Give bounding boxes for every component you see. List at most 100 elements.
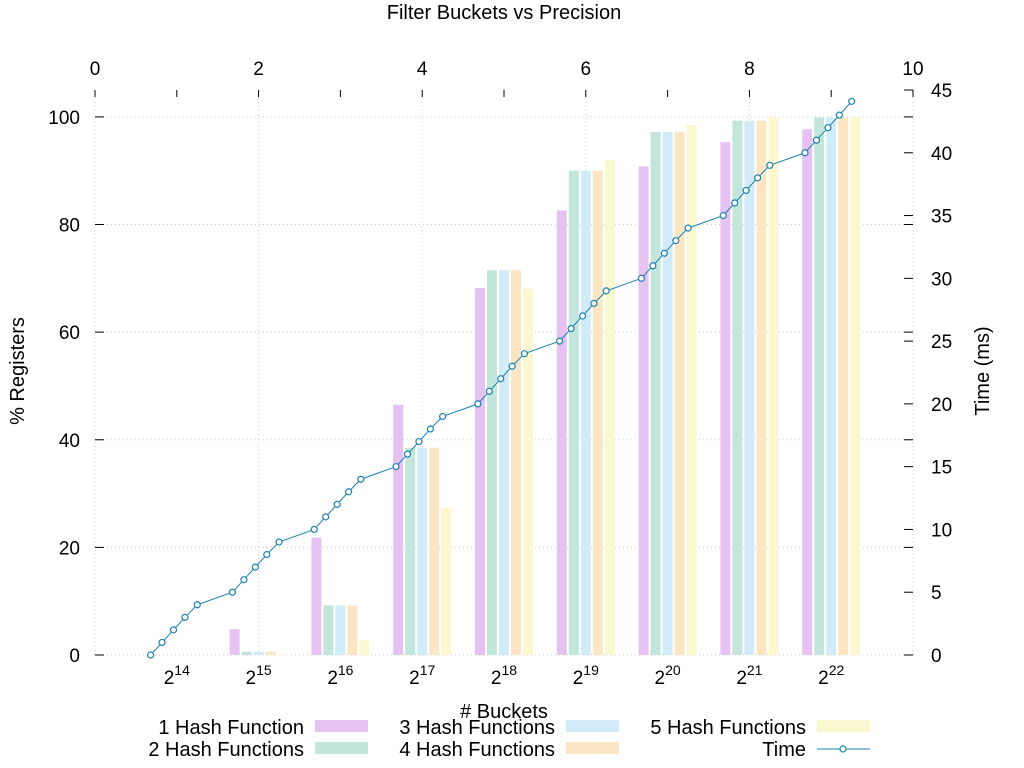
x2-tick-label: 8 <box>744 59 755 80</box>
time-point <box>567 324 575 333</box>
bar <box>674 131 685 655</box>
legend-marker <box>839 745 847 753</box>
x-tick-label: 220 <box>655 662 681 689</box>
bar <box>253 651 264 655</box>
x-tick-exp: 22 <box>829 662 845 678</box>
y-tick-label: 80 <box>59 216 80 237</box>
y2-tick-label: 5 <box>931 583 942 604</box>
x2-tick-label: 10 <box>902 59 923 80</box>
time-point <box>590 299 598 308</box>
x-tick-exp: 18 <box>502 662 518 678</box>
legend-label: Time <box>762 739 806 761</box>
bar <box>441 508 452 655</box>
x-tick-exp: 16 <box>338 662 354 678</box>
time-point <box>158 638 166 647</box>
time-point <box>426 425 434 433</box>
y2-tick-label: 10 <box>931 520 952 541</box>
time-point <box>485 387 493 395</box>
y-axis-label: % Registers <box>7 317 29 425</box>
legend-swatch <box>566 742 619 754</box>
x-tick-exp: 20 <box>665 662 681 678</box>
bar <box>523 288 533 655</box>
time-point <box>835 111 843 119</box>
bar <box>241 651 252 655</box>
time-point <box>824 124 832 132</box>
x-tick-base: 2 <box>246 668 257 689</box>
bar <box>323 605 334 655</box>
bar <box>650 131 661 655</box>
bar <box>511 270 521 655</box>
time-point <box>357 475 365 483</box>
legend-label: 5 Hash Functions <box>650 717 806 739</box>
time-point <box>742 186 750 195</box>
bar <box>568 170 579 655</box>
y2-tick-label: 30 <box>931 269 952 290</box>
bar <box>393 404 404 655</box>
x2-tick-label: 0 <box>90 59 101 80</box>
y2-tick-label: 20 <box>931 395 952 416</box>
bars <box>147 116 861 656</box>
time-point <box>333 500 341 508</box>
bar <box>405 447 416 655</box>
x-tick-base: 2 <box>655 668 666 689</box>
legend-label: 2 Hash Functions <box>148 739 304 761</box>
legend-swatch <box>315 742 368 754</box>
time-point <box>415 437 423 446</box>
time-point <box>556 337 564 345</box>
bar <box>686 124 697 655</box>
time-point <box>322 513 330 521</box>
time-point <box>602 287 610 295</box>
x-tick-base: 2 <box>736 668 747 689</box>
time-point <box>181 613 189 621</box>
legend-swatch <box>566 720 619 732</box>
bar <box>265 651 276 655</box>
y-tick-label: 100 <box>48 108 80 129</box>
bar <box>756 120 767 655</box>
legend-label: 3 Hash Functions <box>399 717 555 739</box>
bar <box>850 116 861 655</box>
chart-title: Filter Buckets vs Precision <box>387 2 622 24</box>
bar <box>662 131 673 655</box>
x-tick-base: 2 <box>327 668 338 689</box>
y-tick-label: 0 <box>69 646 80 667</box>
time-point <box>275 538 283 546</box>
bar <box>417 447 428 655</box>
x-tick-base: 2 <box>818 668 829 689</box>
time-point <box>766 161 774 169</box>
x-tick-exp: 19 <box>583 662 599 678</box>
x-tick-exp: 17 <box>420 662 436 678</box>
bar <box>475 288 485 655</box>
time-point <box>753 174 762 182</box>
y2-tick-label: 45 <box>931 81 952 102</box>
y2-tick-label: 0 <box>931 646 942 667</box>
time-point <box>474 400 482 408</box>
time-point <box>240 576 248 584</box>
x-tick-exp: 15 <box>256 662 272 678</box>
x-tick-label: 222 <box>818 662 844 689</box>
time-point <box>263 550 271 559</box>
bar <box>580 170 591 655</box>
bar <box>429 447 440 655</box>
x2-tick-label: 6 <box>581 59 592 80</box>
legend-swatch <box>817 720 870 732</box>
bar <box>732 120 743 655</box>
time-point <box>392 463 400 471</box>
bar <box>592 170 603 655</box>
bar <box>347 605 358 655</box>
bar <box>604 159 615 655</box>
time-line <box>147 97 856 659</box>
bar <box>499 270 509 655</box>
time-point <box>251 563 259 571</box>
x-tick-base: 2 <box>409 668 420 689</box>
bar <box>638 166 649 655</box>
x2-tick-label: 4 <box>417 59 428 80</box>
legend-swatch <box>315 720 368 732</box>
legend-label: 1 Hash Function <box>158 717 304 739</box>
time-point <box>439 412 447 421</box>
bar <box>277 654 288 655</box>
time-point <box>684 224 692 232</box>
x2-tick-label: 2 <box>253 59 264 80</box>
time-point <box>147 651 155 659</box>
